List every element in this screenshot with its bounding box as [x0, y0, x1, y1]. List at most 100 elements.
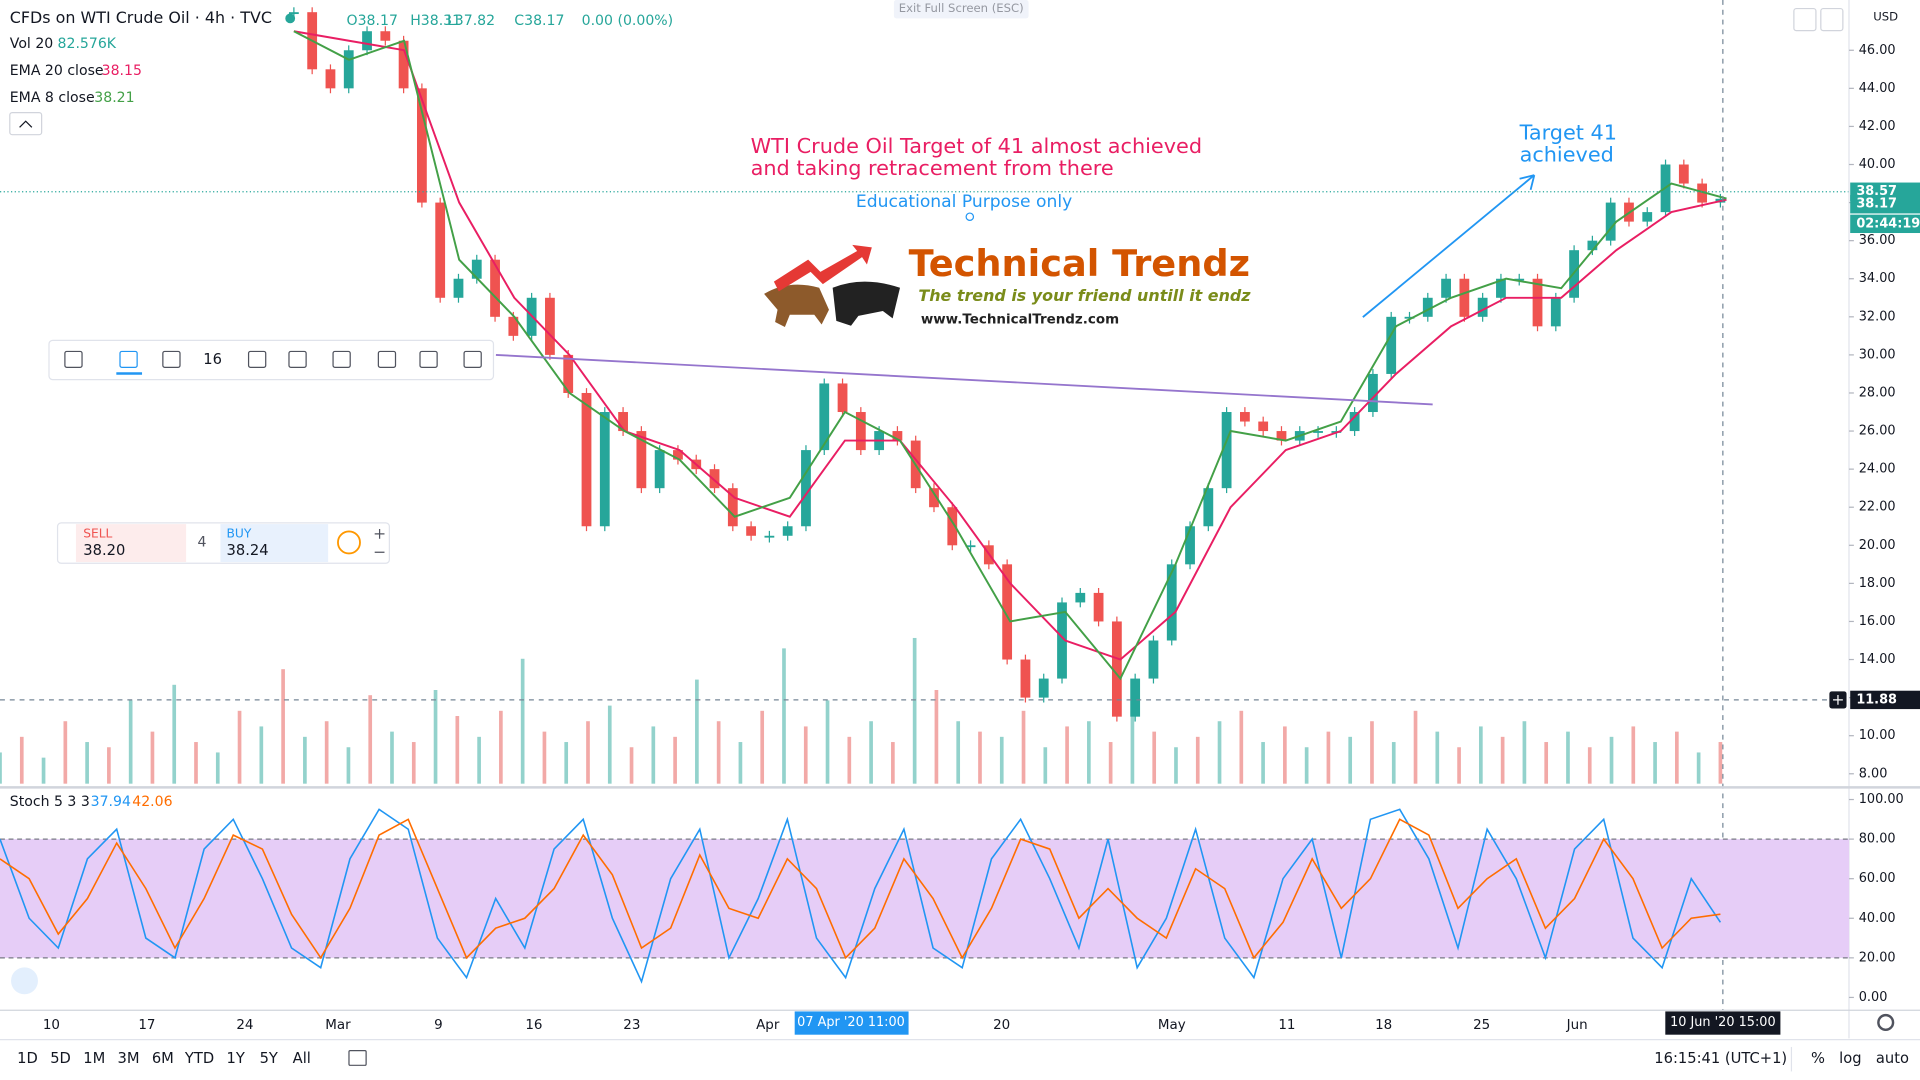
range-button[interactable]: 5Y	[260, 1050, 278, 1067]
candle	[1441, 278, 1451, 298]
candle	[1130, 678, 1141, 717]
volume-bar	[847, 736, 852, 784]
y-tick-label: 80.00	[1859, 832, 1896, 847]
candle	[471, 259, 482, 279]
toolbar-icon[interactable]	[288, 350, 307, 368]
annotation: WTI Crude Oil Target of 41 almost achiev…	[751, 134, 1202, 158]
range-button[interactable]: 1D	[17, 1050, 38, 1067]
volume-bar	[1675, 731, 1679, 784]
candle	[1642, 212, 1653, 222]
toolbar-icon[interactable]	[419, 350, 438, 368]
volume-bar	[1174, 747, 1178, 784]
volume-bar	[891, 742, 895, 784]
y-tick-label: 40.00	[1859, 157, 1896, 172]
y-tick-label: 20.00	[1859, 950, 1896, 965]
volume-bar	[1261, 742, 1265, 784]
candle	[1587, 240, 1598, 251]
volume-bar	[738, 742, 743, 784]
stoch-title: Stoch 5 3 3	[10, 794, 90, 810]
info-icon[interactable]	[337, 530, 361, 555]
x-tick-label: 11	[1278, 1018, 1295, 1033]
fullscreen-btn[interactable]	[1820, 7, 1844, 32]
status-dot	[285, 13, 296, 24]
buy-label[interactable]: BUY	[227, 526, 252, 540]
volume-bar	[564, 742, 569, 784]
toolbar-icon[interactable]	[162, 350, 181, 368]
volume-bar	[1130, 700, 1135, 784]
volume-bar	[825, 700, 830, 784]
y-tick-label: 10.00	[1859, 728, 1896, 743]
volume-bar	[934, 690, 939, 784]
toolbar-icon[interactable]	[463, 350, 482, 368]
volume-bar	[651, 726, 656, 784]
toolbar-icon[interactable]	[119, 350, 138, 368]
range-button[interactable]: 1Y	[227, 1050, 245, 1067]
scroll-btn[interactable]	[1793, 7, 1817, 32]
volume-bar	[999, 736, 1004, 784]
candle	[1313, 431, 1323, 433]
collapse-button[interactable]	[9, 112, 43, 136]
exit-fullscreen-label[interactable]: Exit Full Screen (ESC)	[899, 1, 1024, 15]
volume-bar	[978, 731, 982, 784]
sell-button[interactable]	[75, 524, 187, 563]
plus-icon	[1833, 695, 1843, 705]
range-button[interactable]: YTD	[184, 1050, 214, 1067]
range-button[interactable]: 1M	[83, 1050, 105, 1067]
volume-bar	[1718, 742, 1723, 784]
crosshair-time: 10 Jun '20 15:00	[1670, 1015, 1776, 1030]
candle	[1697, 183, 1708, 203]
buy-button[interactable]	[220, 524, 329, 563]
log-toggle[interactable]: log	[1839, 1050, 1861, 1067]
candle	[1111, 621, 1122, 717]
logo-bull	[832, 281, 900, 326]
indicator-name: EMA 8 close	[10, 90, 95, 106]
sell-label[interactable]: SELL	[83, 526, 112, 540]
ema-line	[293, 30, 1727, 681]
exit-fullscreen[interactable]	[893, 0, 1029, 19]
clock: 16:15:41 (UTC+1)	[1654, 1050, 1787, 1067]
annotation: achieved	[1520, 143, 1614, 167]
compare-icon[interactable]	[348, 1050, 367, 1066]
y-tick-label: 16.00	[1859, 614, 1896, 629]
buy-price[interactable]: 38.24	[227, 542, 269, 559]
candle	[362, 31, 372, 51]
percent-toggle[interactable]: %	[1811, 1050, 1825, 1067]
candle	[1240, 412, 1250, 422]
candle	[398, 40, 409, 89]
plus-minus[interactable]	[374, 528, 385, 553]
volume-bar	[499, 710, 503, 784]
range-button[interactable]: All	[293, 1050, 311, 1067]
volume-bar	[542, 731, 547, 784]
y-tick-label: 8.00	[1859, 766, 1888, 781]
sell-price[interactable]: 38.20	[83, 542, 125, 559]
auto-toggle[interactable]: auto	[1876, 1050, 1909, 1067]
toolbar-icon[interactable]	[332, 350, 351, 368]
toolbar-icon[interactable]	[64, 350, 83, 368]
volume-bar	[1195, 736, 1200, 784]
y-tick-label: 32.00	[1859, 309, 1896, 324]
volume-bar	[1043, 747, 1048, 784]
range-button[interactable]: 3M	[118, 1050, 140, 1067]
range-button[interactable]: 6M	[152, 1050, 174, 1067]
toolbar-icon[interactable]	[377, 350, 397, 368]
candle	[1221, 412, 1232, 489]
volume-bar	[869, 721, 873, 784]
toolbar-icon[interactable]	[247, 350, 267, 368]
settings-icon[interactable]	[1877, 1013, 1895, 1032]
range-button[interactable]: 5D	[50, 1050, 71, 1067]
volume-bar	[1283, 726, 1287, 784]
volume-bar	[1696, 752, 1701, 784]
candle	[1678, 164, 1689, 184]
candle	[764, 535, 775, 538]
quantity[interactable]: 4	[198, 534, 207, 550]
font-size[interactable]: 16	[203, 351, 222, 368]
candle	[1514, 278, 1525, 281]
candle	[1386, 316, 1397, 374]
ohlc-value: C38.17	[514, 13, 564, 29]
x-tick-label: Apr	[756, 1018, 780, 1033]
candle	[435, 202, 446, 298]
x-tick-label: 16	[525, 1018, 542, 1033]
candle	[892, 431, 903, 441]
